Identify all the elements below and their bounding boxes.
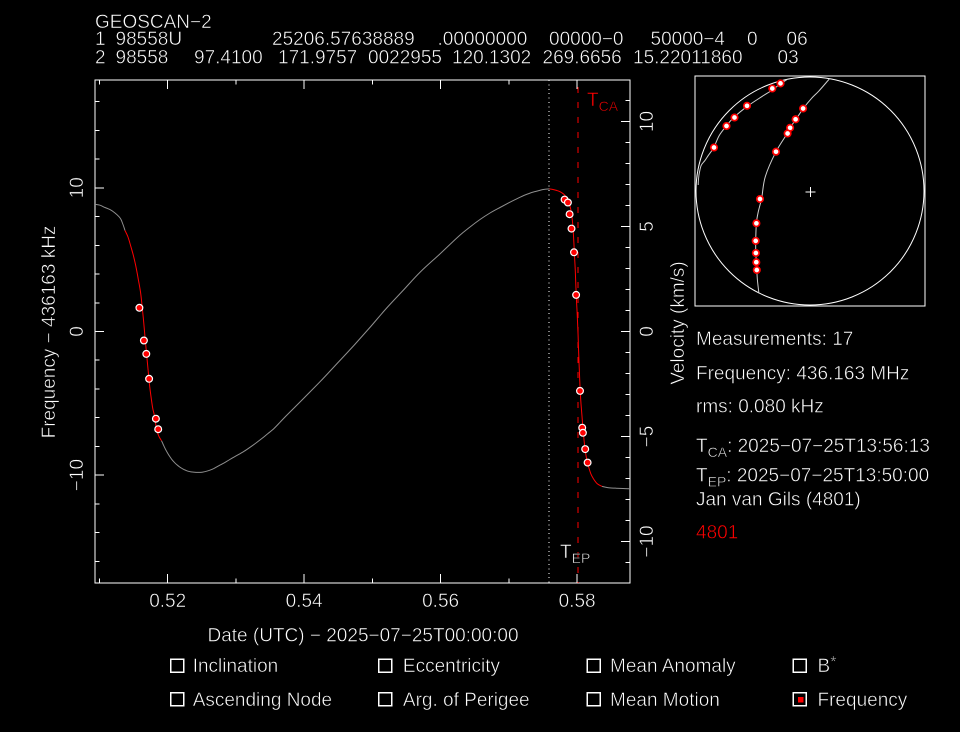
svg-text:0: 0	[67, 326, 88, 337]
svg-text:0.56: 0.56	[422, 591, 459, 612]
svg-text:Velocity (km/s): Velocity (km/s)	[668, 261, 689, 385]
svg-text:0.52: 0.52	[149, 591, 186, 612]
svg-text:00000−0: 00000−0	[549, 29, 624, 50]
svg-text:98558: 98558	[116, 48, 169, 69]
svg-text:.00000000: .00000000	[438, 29, 528, 50]
svg-text:1: 1	[95, 29, 106, 50]
svg-text:0.54: 0.54	[286, 591, 323, 612]
svg-text:Inclination: Inclination	[193, 656, 279, 677]
svg-text:0.58: 0.58	[559, 591, 596, 612]
svg-text:−10: −10	[67, 459, 88, 491]
svg-text:03: 03	[778, 48, 799, 69]
svg-text:269.6656: 269.6656	[543, 48, 622, 69]
svg-text:Date (UTC) − 2025−07−25T00:00:: Date (UTC) − 2025−07−25T00:00:00	[207, 626, 518, 647]
svg-text:TEP: 2025−07−25T13:50:00: TEP: 2025−07−25T13:50:00	[696, 466, 929, 490]
svg-text:0: 0	[747, 29, 758, 50]
svg-text:2: 2	[95, 48, 106, 69]
svg-text:15.22011860: 15.22011860	[633, 48, 743, 69]
svg-text:Frequency: 436.163 MHz: Frequency: 436.163 MHz	[696, 364, 909, 385]
svg-text:98558U: 98558U	[116, 29, 183, 50]
svg-text:171.9757: 171.9757	[278, 48, 357, 69]
svg-text:Mean Anomaly: Mean Anomaly	[610, 656, 736, 677]
svg-text:97.4100: 97.4100	[194, 48, 263, 69]
svg-text:50000−4: 50000−4	[651, 29, 726, 50]
svg-text:rms: 0.080 kHz: rms: 0.080 kHz	[696, 397, 824, 418]
svg-text:06: 06	[787, 29, 808, 50]
svg-text:10: 10	[637, 111, 658, 132]
svg-text:Ascending Node: Ascending Node	[193, 690, 332, 711]
svg-text:Mean Motion: Mean Motion	[610, 690, 720, 711]
svg-text:25206.57638889: 25206.57638889	[272, 29, 415, 50]
svg-text:−10: −10	[637, 525, 658, 557]
svg-text:Frequency − 436163 kHz: Frequency − 436163 kHz	[39, 226, 60, 439]
svg-text:5: 5	[637, 221, 658, 232]
svg-text:TCA: 2025−07−25T13:56:13: TCA: 2025−07−25T13:56:13	[696, 436, 930, 460]
svg-text:Jan van Gils (4801): Jan van Gils (4801)	[696, 490, 861, 511]
svg-text:4801: 4801	[696, 523, 738, 544]
svg-text:Eccentricity: Eccentricity	[403, 656, 501, 677]
svg-text:−5: −5	[637, 426, 658, 448]
svg-text:Measurements: 17: Measurements: 17	[696, 329, 853, 350]
svg-text:10: 10	[67, 177, 88, 198]
svg-text:0022955: 0022955	[368, 48, 442, 69]
svg-text:120.1302: 120.1302	[452, 48, 531, 69]
svg-text:GEOSCAN−2: GEOSCAN−2	[95, 12, 212, 33]
svg-text:0: 0	[637, 326, 658, 337]
svg-text:Arg. of Perigee: Arg. of Perigee	[403, 690, 530, 711]
svg-text:Frequency: Frequency	[818, 690, 908, 711]
